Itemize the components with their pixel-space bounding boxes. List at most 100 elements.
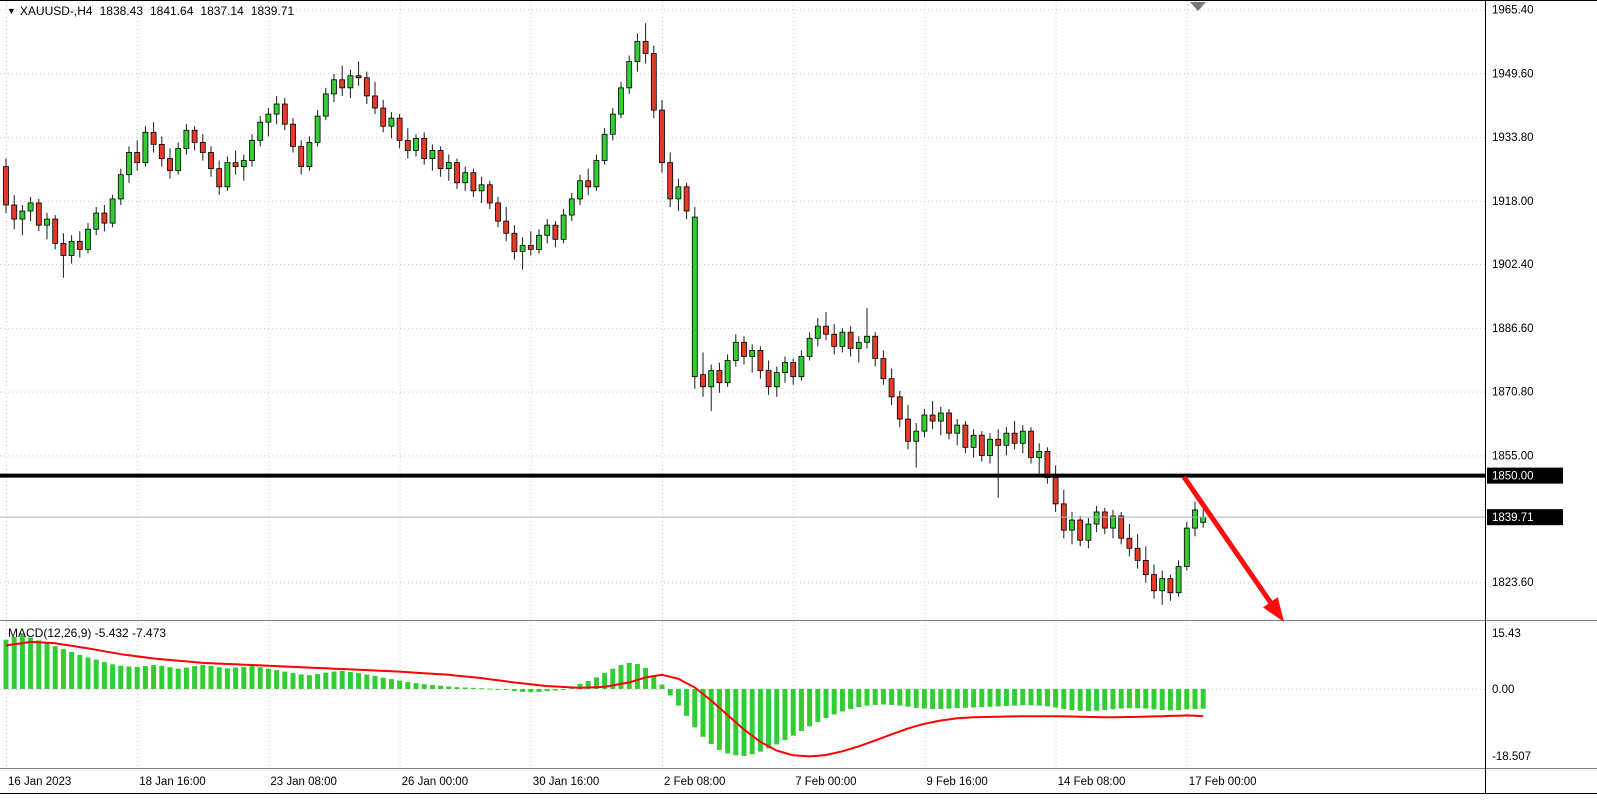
candle-bear <box>511 232 518 252</box>
candle-bear <box>1134 547 1141 561</box>
price-badge-1850-label: 1850.00 <box>1492 471 1534 483</box>
candle-bull <box>921 414 928 432</box>
trend-arrow-shaft[interactable] <box>1181 475 1279 612</box>
candle-bear <box>888 378 895 398</box>
macd-histogram-bar <box>503 688 509 691</box>
macd-histogram-bar <box>249 666 255 689</box>
price-axis-label: 1886.60 <box>1492 323 1534 335</box>
candle-bear <box>527 244 534 250</box>
candle-bull <box>732 341 739 361</box>
candle-bear <box>52 218 59 244</box>
macd-histogram-bar <box>52 646 58 689</box>
candle-bear <box>158 143 165 159</box>
macd-histogram-bar <box>946 688 952 709</box>
candle-bull <box>1200 516 1207 523</box>
macd-histogram-bar <box>1143 688 1149 709</box>
candle-bear <box>946 412 952 434</box>
macd-histogram-bar <box>1069 688 1075 710</box>
time-axis-label[interactable]: 30 Jan 16:00 <box>533 776 600 788</box>
candle-bear <box>339 79 346 89</box>
candle-bull <box>954 424 961 434</box>
candle-bear <box>281 103 288 125</box>
time-axis-label[interactable]: 16 Jan 2023 <box>8 776 71 788</box>
macd-histogram-bar <box>1167 688 1173 711</box>
candle-bear <box>208 152 214 170</box>
macd-histogram-bar <box>634 663 640 689</box>
time-axis-label[interactable]: 18 Jan 16:00 <box>139 776 206 788</box>
macd-histogram-bar <box>1003 688 1009 707</box>
candle-bull <box>1019 430 1026 444</box>
macd-histogram-bar <box>815 688 821 722</box>
candle-bear <box>503 220 510 234</box>
macd-histogram-bar <box>438 685 444 689</box>
candle-bull <box>536 234 542 250</box>
candle-bear <box>355 75 362 79</box>
macd-histogram-bar <box>241 666 247 689</box>
candle-bear <box>1126 537 1133 549</box>
time-axis-label[interactable]: 14 Feb 08:00 <box>1058 776 1126 788</box>
candle-bull <box>93 212 100 230</box>
macd-histogram-bar <box>749 688 755 755</box>
price-badge-1850 <box>1487 467 1563 484</box>
ohlc-open: 1838.43 <box>99 4 143 18</box>
candle-bull <box>1093 511 1100 525</box>
time-axis-label[interactable]: 9 Feb 16:00 <box>926 776 987 788</box>
candle-bull <box>445 162 452 170</box>
candle-bear <box>76 240 83 250</box>
time-axis-label[interactable]: 23 Jan 08:00 <box>270 776 337 788</box>
macd-histogram-bar <box>11 636 17 689</box>
macd-histogram-bar <box>577 683 583 689</box>
time-axis-label[interactable]: 17 Feb 00:00 <box>1189 776 1257 788</box>
macd-histogram-bar <box>183 667 189 689</box>
macd-histogram-bar <box>602 673 608 689</box>
candle-bull <box>68 240 75 256</box>
chart-shift-marker-icon[interactable] <box>1190 2 1206 11</box>
axes[interactable]: 1965.40 1949.60 1933.80 1918.00 1902.40 1886.… <box>8 4 1563 788</box>
candle-bear <box>290 123 296 147</box>
macd-histogram-bar <box>626 662 632 689</box>
macd-histogram-bar <box>643 667 649 689</box>
candle-bull <box>126 152 132 176</box>
macd-histogram-bar <box>495 688 501 690</box>
candle-bull <box>618 87 624 115</box>
macd-histogram-bar <box>265 668 271 689</box>
macd-histogram-bar <box>1200 688 1206 709</box>
candle-bull <box>691 216 698 378</box>
time-axis-label[interactable]: 7 Feb 00:00 <box>795 776 856 788</box>
candle-bear <box>757 349 764 371</box>
chart-objects[interactable] <box>0 473 1486 518</box>
macd-histogram-bar <box>790 688 796 736</box>
candle-bull <box>19 210 26 220</box>
candle-bull <box>240 160 247 168</box>
macd-histogram-bar <box>1036 688 1042 706</box>
trend-arrow-head[interactable] <box>1263 597 1284 622</box>
candle-bull <box>913 430 920 442</box>
candle-bear <box>823 325 829 335</box>
time-axis-label[interactable]: 26 Jan 00:00 <box>402 776 469 788</box>
annotations[interactable] <box>1181 2 1284 622</box>
price-axis-label: 1918.00 <box>1492 196 1534 208</box>
candle-bull <box>142 131 149 163</box>
candle-bear <box>1011 432 1018 444</box>
macd-histogram-bar <box>782 688 788 741</box>
candle-bear <box>896 396 903 420</box>
macd-histogram-bar <box>1118 688 1124 709</box>
time-axis-label[interactable]: 2 Feb 08:00 <box>664 776 725 788</box>
macd-histogram-bar <box>233 667 239 689</box>
pane-separators[interactable] <box>0 0 1597 794</box>
candle-bear <box>847 331 854 349</box>
candle-bull <box>782 362 788 374</box>
macd-histogram-bar <box>110 664 116 689</box>
macd-histogram-bar <box>298 674 304 689</box>
candle-bear <box>667 162 674 200</box>
candle-bear <box>962 424 969 448</box>
macd-histogram-bar <box>397 680 403 689</box>
symbol-dropdown-icon[interactable]: ▼ <box>7 6 16 16</box>
macd-histogram-bar <box>1044 688 1050 707</box>
macd-histogram-bar <box>134 666 140 689</box>
candlestick-series <box>3 23 1207 605</box>
macd-histogram-bar <box>19 634 25 689</box>
candle-bull <box>224 162 231 188</box>
macd-histogram-bar <box>766 688 772 749</box>
